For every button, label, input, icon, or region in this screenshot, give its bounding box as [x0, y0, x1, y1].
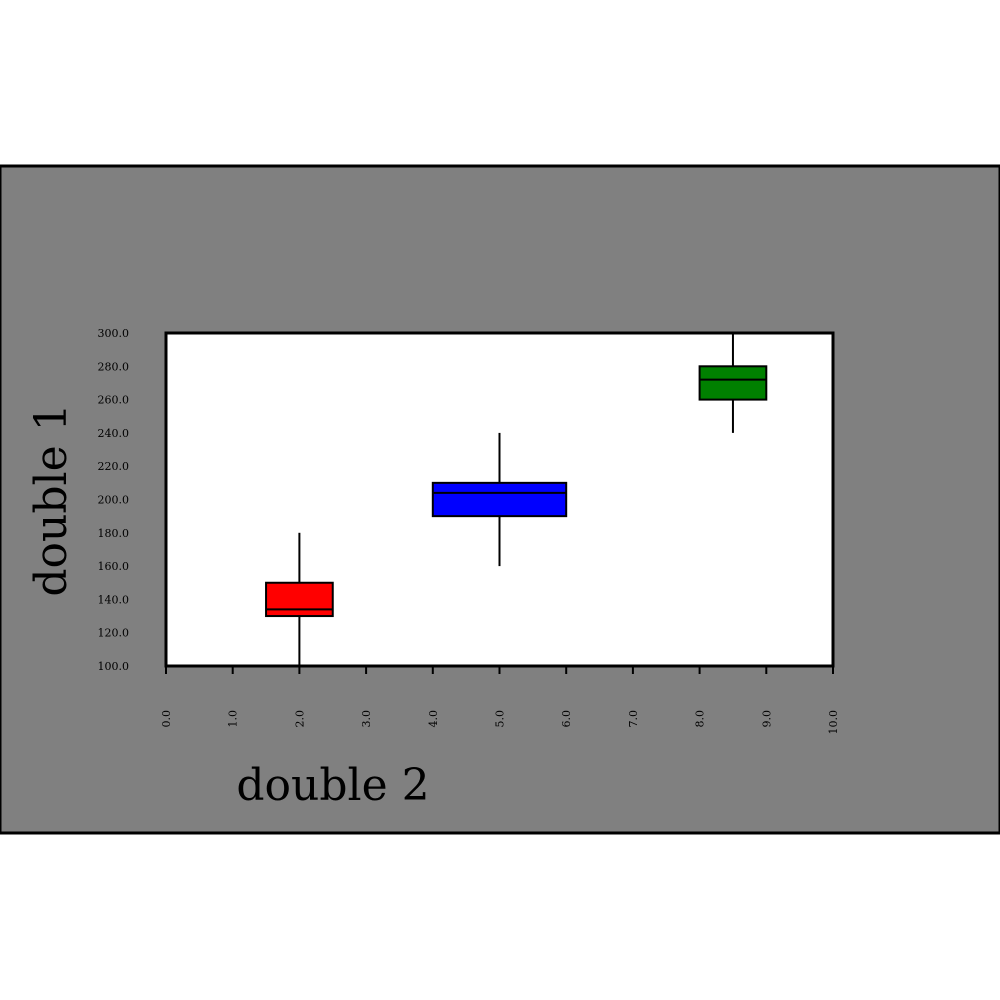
box-1	[265, 532, 334, 666]
x-tick-label: 0.0	[160, 710, 173, 728]
box-body	[698, 365, 768, 401]
x-tick-label: 4.0	[427, 710, 440, 728]
x-tick-label: 1.0	[227, 710, 240, 728]
y-tick-label: 260.0	[98, 394, 130, 407]
y-tick-label: 140.0	[98, 593, 130, 606]
y-tick-label: 100.0	[98, 660, 130, 673]
box-3	[698, 333, 768, 433]
x-tick-label: 5.0	[494, 710, 507, 728]
y-tick-label: 240.0	[98, 427, 130, 440]
x-tick-label: 8.0	[694, 710, 707, 728]
y-tick-label: 120.0	[98, 627, 130, 640]
box-body	[265, 581, 334, 618]
y-axis-title: double 1	[26, 403, 77, 596]
y-tick-label: 280.0	[98, 360, 130, 373]
y-tick-label: 200.0	[98, 494, 130, 507]
x-tick-label: 3.0	[360, 710, 373, 728]
x-axis: 0.0 1.0 2.0 3.0 4.0 5.0 6.0 7.0 8.0 9.0 10.0	[160, 666, 840, 735]
boxes	[265, 333, 768, 666]
x-tick-label: 6.0	[560, 710, 573, 728]
y-axis: 100.0 120.0 140.0 160.0 180.0 200.0 220.0 240.0…	[98, 327, 130, 673]
box-2	[431, 432, 568, 567]
y-tick-label: 180.0	[98, 527, 130, 540]
y-tick-label: 160.0	[98, 560, 130, 573]
x-axis-title: double 2	[236, 760, 429, 811]
x-tick-label: 2.0	[293, 710, 306, 728]
y-tick-label: 300.0	[98, 327, 130, 340]
box-body	[431, 481, 568, 518]
x-tick-label: 7.0	[627, 710, 640, 728]
y-tick-label: 220.0	[98, 460, 130, 473]
x-tick-label: 9.0	[760, 710, 773, 728]
x-tick-label: 10.0	[827, 710, 840, 735]
